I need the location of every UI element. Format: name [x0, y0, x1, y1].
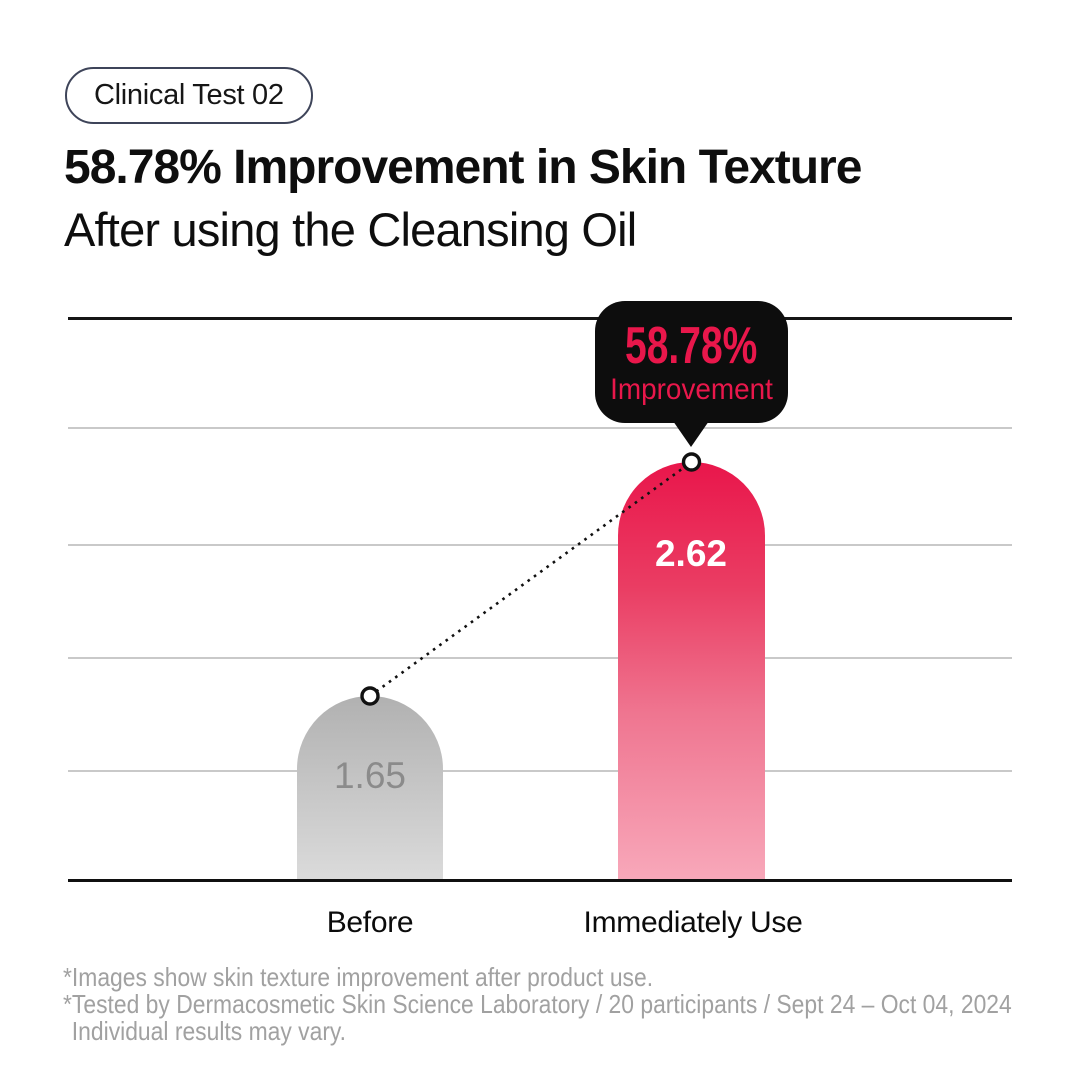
gridline	[68, 427, 1012, 429]
dotted-connector-line	[369, 460, 693, 698]
bar-immediately-use	[618, 462, 765, 880]
callout-percent-value: 58.78%	[625, 317, 758, 375]
headline-line-2: After using the Cleansing Oil	[64, 203, 637, 256]
gridline	[68, 657, 1012, 659]
improvement-callout: 58.78% Improvement	[595, 301, 788, 447]
callout-pointer-triangle	[673, 421, 709, 447]
footnote-line-3: Individual results may vary.	[71, 1016, 347, 1046]
clinical-test-badge: Clinical Test 02	[65, 67, 313, 124]
bar-value-immediately-use: 2.62	[654, 533, 727, 574]
x-axis-label-immediately-use: Immediately Use	[583, 906, 803, 939]
bar-chart: 1.65 2.62	[68, 317, 1012, 882]
footnotes: *Images show skin texture improvement af…	[63, 964, 1080, 1045]
x-axis-label-before: Before	[326, 906, 414, 939]
connector-line-overlay	[360, 452, 702, 706]
bar-value-before: 1.65	[333, 755, 406, 796]
gridline	[68, 544, 1012, 546]
headline-line-1: 58.78% Improvement in Skin Texture	[64, 141, 862, 194]
marker-circle-before	[360, 686, 380, 706]
callout-label: Improvement	[610, 373, 773, 406]
footnote-line-2: *Tested by Dermacosmetic Skin Science La…	[63, 989, 1012, 1019]
footnote-line-1: *Images show skin texture improvement af…	[63, 962, 654, 992]
clinical-test-badge-label: Clinical Test 02	[94, 79, 284, 111]
chart-top-border	[68, 317, 1012, 320]
marker-circle-immediately-use	[681, 452, 702, 472]
gridline	[68, 770, 1012, 772]
bar-before	[297, 696, 443, 880]
x-axis-line	[68, 879, 1012, 882]
